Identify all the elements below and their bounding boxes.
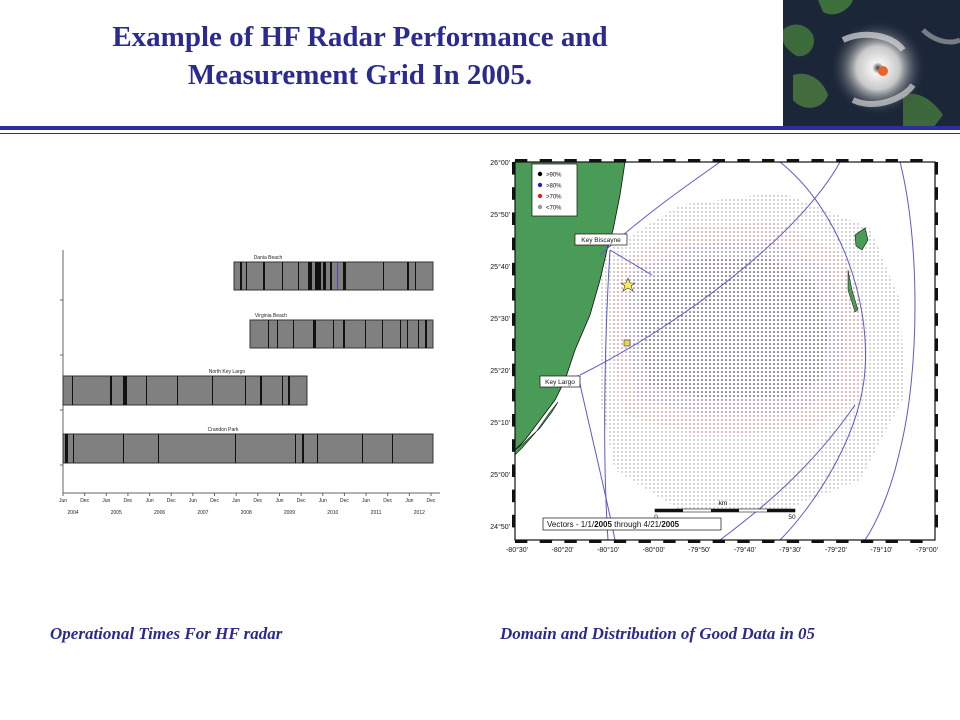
- legend-marker: [537, 171, 543, 177]
- vectors-caption-mid: through 4/21/: [612, 520, 662, 529]
- slide-title-line-1: Example of HF Radar Performance and: [112, 21, 608, 53]
- vectors-caption: Vectors - 1/1/2005 through 4/21/2005: [547, 520, 680, 529]
- slide-title: Example of HF Radar Performance and Meas…: [40, 18, 680, 94]
- timeline-year-label: 2006: [154, 510, 165, 516]
- slide-title-line-2: Measurement Grid In 2005.: [187, 59, 533, 91]
- timeline-month-label: Dec: [427, 498, 436, 504]
- map-lon-label: -79°20': [825, 546, 847, 554]
- timeline-month-label: Jun: [189, 498, 197, 504]
- map-lon-label: -79°50': [688, 546, 710, 554]
- station-bar-crandon: [62, 433, 434, 464]
- scale-unit: km: [719, 500, 728, 507]
- map-lat-label: 26°00': [490, 159, 510, 167]
- map-legend: >90% >80% >70% <70%: [531, 163, 578, 217]
- header-rule-thick: [0, 126, 960, 130]
- timeline-year-label: 2008: [241, 510, 252, 516]
- map-lat-label: 25°10': [490, 419, 510, 427]
- station-bar-north-key-largo: [62, 375, 308, 406]
- map-lon-label: -80°30': [506, 546, 528, 554]
- legend-marker: [537, 182, 543, 188]
- scale-bar: km 0 50: [654, 500, 796, 521]
- timeline-month-label: Dec: [210, 498, 219, 504]
- timeline-year-label: 2005: [111, 510, 122, 516]
- timeline-month-label: Dec: [167, 498, 176, 504]
- timeline-year-label: 2009: [284, 510, 295, 516]
- map-lon-label: -80°20': [552, 546, 574, 554]
- legend-label: >80%: [546, 184, 562, 190]
- timeline-month-label: Jun: [102, 498, 110, 504]
- timeline-month-label: Dec: [123, 498, 132, 504]
- timeline-year-label: 2007: [197, 510, 208, 516]
- map-lat-label: 25°00': [490, 471, 510, 479]
- timeline-month-label: Jun: [405, 498, 413, 504]
- legend-label: >90%: [546, 173, 562, 179]
- map-lat-label: 25°20': [490, 367, 510, 375]
- legend-label: >70%: [546, 195, 562, 201]
- map-lon-label: -79°10': [870, 546, 892, 554]
- map-lat-label: 25°30': [490, 315, 510, 323]
- coverage-gt90: [638, 256, 828, 400]
- timeline-year-label: 2010: [327, 510, 338, 516]
- vectors-caption-year2: 2005: [661, 520, 679, 529]
- timeline-month-label: Dec: [297, 498, 306, 504]
- legend-marker: [537, 193, 543, 199]
- caption-operational-times: Operational Times For HF radar: [50, 624, 283, 643]
- station-label-virginia: Virginia Beach: [255, 313, 287, 319]
- header-rule-thin: [0, 133, 960, 134]
- map-lat-label: 25°40': [490, 263, 510, 271]
- timeline-year-label: 2004: [67, 510, 78, 516]
- caption-domain-distribution: Domain and Distribution of Good Data in …: [500, 624, 816, 643]
- station-label-crandon: Crandon Park: [208, 427, 239, 433]
- map-lon-label: -79°00': [916, 546, 938, 554]
- map-lon-label: -80°00': [643, 546, 665, 554]
- timeline-month-label: Dec: [253, 498, 262, 504]
- station-bar-virginia: [249, 319, 434, 349]
- station-label-north-key-largo: North Key Largo: [209, 369, 246, 375]
- map-lon-label: -80°10': [597, 546, 619, 554]
- timeline-month-label: Jun: [59, 498, 67, 504]
- timeline-month-label: Jun: [146, 498, 154, 504]
- legend-marker: [537, 204, 543, 210]
- map-lat-label: 25°50': [490, 211, 510, 219]
- radar-site-star-icon: [620, 277, 636, 292]
- label-key-biscayne: Key Biscayne: [581, 237, 621, 244]
- timeline-year-label: 2012: [414, 510, 425, 516]
- operational-timeline-chart: Dania Beach Virginia Beach North Key Lar…: [50, 245, 445, 530]
- timeline-month-label: Jun: [275, 498, 283, 504]
- timeline-year-label: 2011: [371, 510, 382, 516]
- radar-site-square-icon: [623, 339, 631, 347]
- bahamas-island: [854, 227, 869, 251]
- timeline-month-label: Dec: [80, 498, 89, 504]
- timeline-month-label: Dec: [383, 498, 392, 504]
- station-bar-dania: [233, 261, 434, 291]
- timeline-month-label: Jun: [232, 498, 240, 504]
- timeline-month-label: Jun: [319, 498, 327, 504]
- map-lon-label: -79°30': [779, 546, 801, 554]
- timeline-month-label: Jun: [362, 498, 370, 504]
- vectors-caption-prefix: Vectors - 1/1/: [547, 520, 595, 529]
- label-key-largo: Key Largo: [545, 379, 575, 386]
- hurricane-satellite-image: [783, 0, 960, 128]
- vectors-caption-year1: 2005: [594, 520, 612, 529]
- map-lat-label: 24°50': [490, 523, 510, 531]
- station-label-dania: Dania Beach: [254, 255, 283, 261]
- radar-domain-map: Key Biscayne Key Largo >90% >80% >70% <70% …: [480, 150, 950, 565]
- legend-label: <70%: [546, 206, 562, 212]
- timeline-month-label: Dec: [340, 498, 349, 504]
- scale-end: 50: [788, 514, 796, 521]
- scale-start: 0: [654, 514, 658, 521]
- map-lon-label: -79°40': [734, 546, 756, 554]
